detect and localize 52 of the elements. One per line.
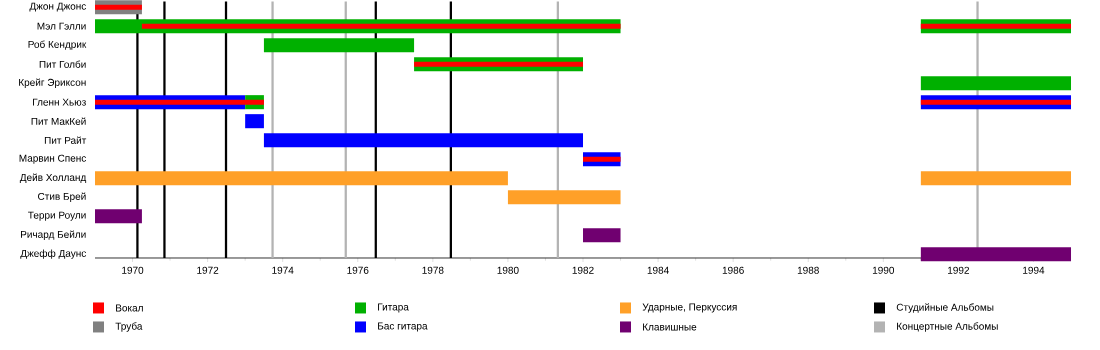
x-tick-label: 1972 (197, 266, 219, 274)
bar (95, 4, 142, 10)
x-tick-label: 1982 (572, 266, 594, 274)
x-tick-label: 1984 (647, 266, 669, 274)
y-tick-label: Пит Голби (39, 60, 86, 68)
bar (95, 171, 508, 186)
x-tick-label: 1974 (272, 266, 294, 274)
legend-label: Труба (115, 322, 143, 332)
x-tick-label: 1994 (1023, 266, 1045, 274)
bar (263, 38, 415, 53)
bar (920, 247, 1072, 262)
y-tick-label: Стив Брей (38, 192, 86, 202)
y-tick-label: Роб Кендрик (28, 40, 87, 50)
y-tick-label: Джон Джонс (29, 2, 86, 12)
bar (920, 23, 1072, 29)
bar (95, 209, 142, 224)
bar (141, 23, 621, 29)
bar (920, 171, 1072, 186)
legend-label: Ударные, Перкуссия (642, 303, 737, 313)
y-tick-label: Марвин Спенс (19, 154, 87, 164)
legend-label: Концертные Альбомы (897, 322, 998, 332)
x-tick-label: 1990 (872, 266, 895, 274)
bar (920, 99, 1072, 105)
y-tick-label: Ричард Бейли (21, 230, 86, 240)
x-tick-label: 1980 (497, 266, 519, 274)
bar (95, 99, 264, 105)
bar (583, 156, 621, 162)
bar (414, 61, 583, 67)
bar (245, 114, 264, 129)
x-tick-label: 1970 (122, 266, 144, 274)
y-tick-label: Пит Райт (44, 136, 87, 144)
x-tick-label: 1976 (347, 266, 369, 274)
y-tick-label: Джефф Даунс (20, 249, 87, 259)
legend-label: Вокал (116, 304, 143, 312)
y-tick-label: Терри Роули (28, 211, 86, 221)
bar (507, 190, 621, 205)
y-tick-label: Пит МакКей (31, 117, 86, 125)
y-tick-label: Крейг Эриксон (19, 78, 86, 88)
x-tick-label: 1988 (797, 266, 819, 274)
y-tick-label: Дейв Холланд (19, 173, 87, 183)
x-tick-label: 1992 (948, 266, 970, 274)
bar (920, 76, 1072, 91)
y-tick-label: Мэл Гэлли (37, 22, 86, 30)
legend-label: Клавишные (643, 323, 697, 331)
bar (583, 228, 621, 243)
x-tick-label: 1986 (722, 266, 744, 274)
y-tick-label: Гленн Хьюз (33, 98, 86, 106)
legend-label: Студийные Альбомы (896, 303, 994, 313)
legend-label: Бас гитара (378, 322, 428, 332)
x-tick-label: 1978 (422, 266, 444, 274)
legend-label: Гитара (378, 303, 409, 313)
bar (263, 133, 583, 148)
